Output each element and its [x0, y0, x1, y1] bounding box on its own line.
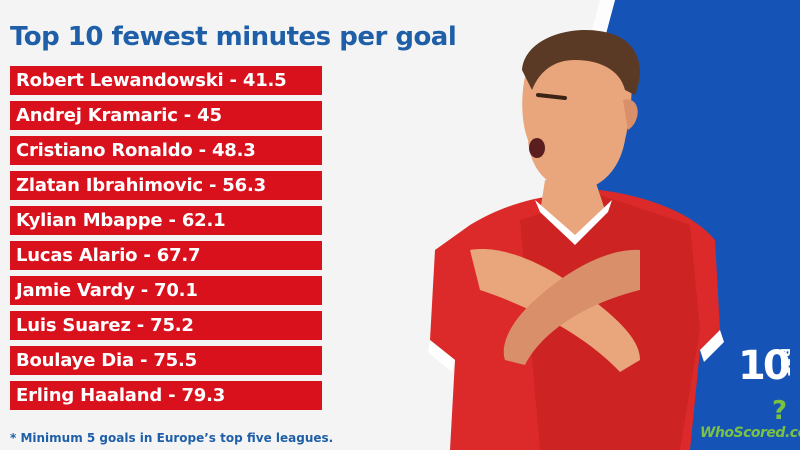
- list-item: Lucas Alario - 67.7: [10, 241, 322, 270]
- list-item: Zlatan Ibrahimovic - 56.3: [10, 171, 322, 200]
- list-item: Luis Suarez - 75.2: [10, 311, 322, 340]
- list-item: Cristiano Ronaldo - 48.3: [10, 136, 322, 165]
- list-item: Jamie Vardy - 70.1: [10, 276, 322, 305]
- list-item: Kylian Mbappe - 62.1: [10, 206, 322, 235]
- page-title: Top 10 fewest minutes per goal: [10, 22, 457, 52]
- whoscored-logo-mark: ?: [772, 396, 788, 426]
- list-item: Andrej Kramaric - 45: [10, 101, 322, 130]
- whoscored-logo: WhoScored.com: [700, 425, 800, 441]
- brand-logo-bet: BET: [778, 348, 792, 377]
- brand-logo-10bet: 10: [738, 343, 791, 389]
- player-list: Robert Lewandowski - 41.5 Andrej Kramari…: [10, 66, 322, 416]
- list-item: Robert Lewandowski - 41.5: [10, 66, 322, 95]
- list-item: Erling Haaland - 79.3: [10, 381, 322, 410]
- list-item: Boulaye Dia - 75.5: [10, 346, 322, 375]
- footnote: * Minimum 5 goals in Europe’s top five l…: [10, 431, 334, 445]
